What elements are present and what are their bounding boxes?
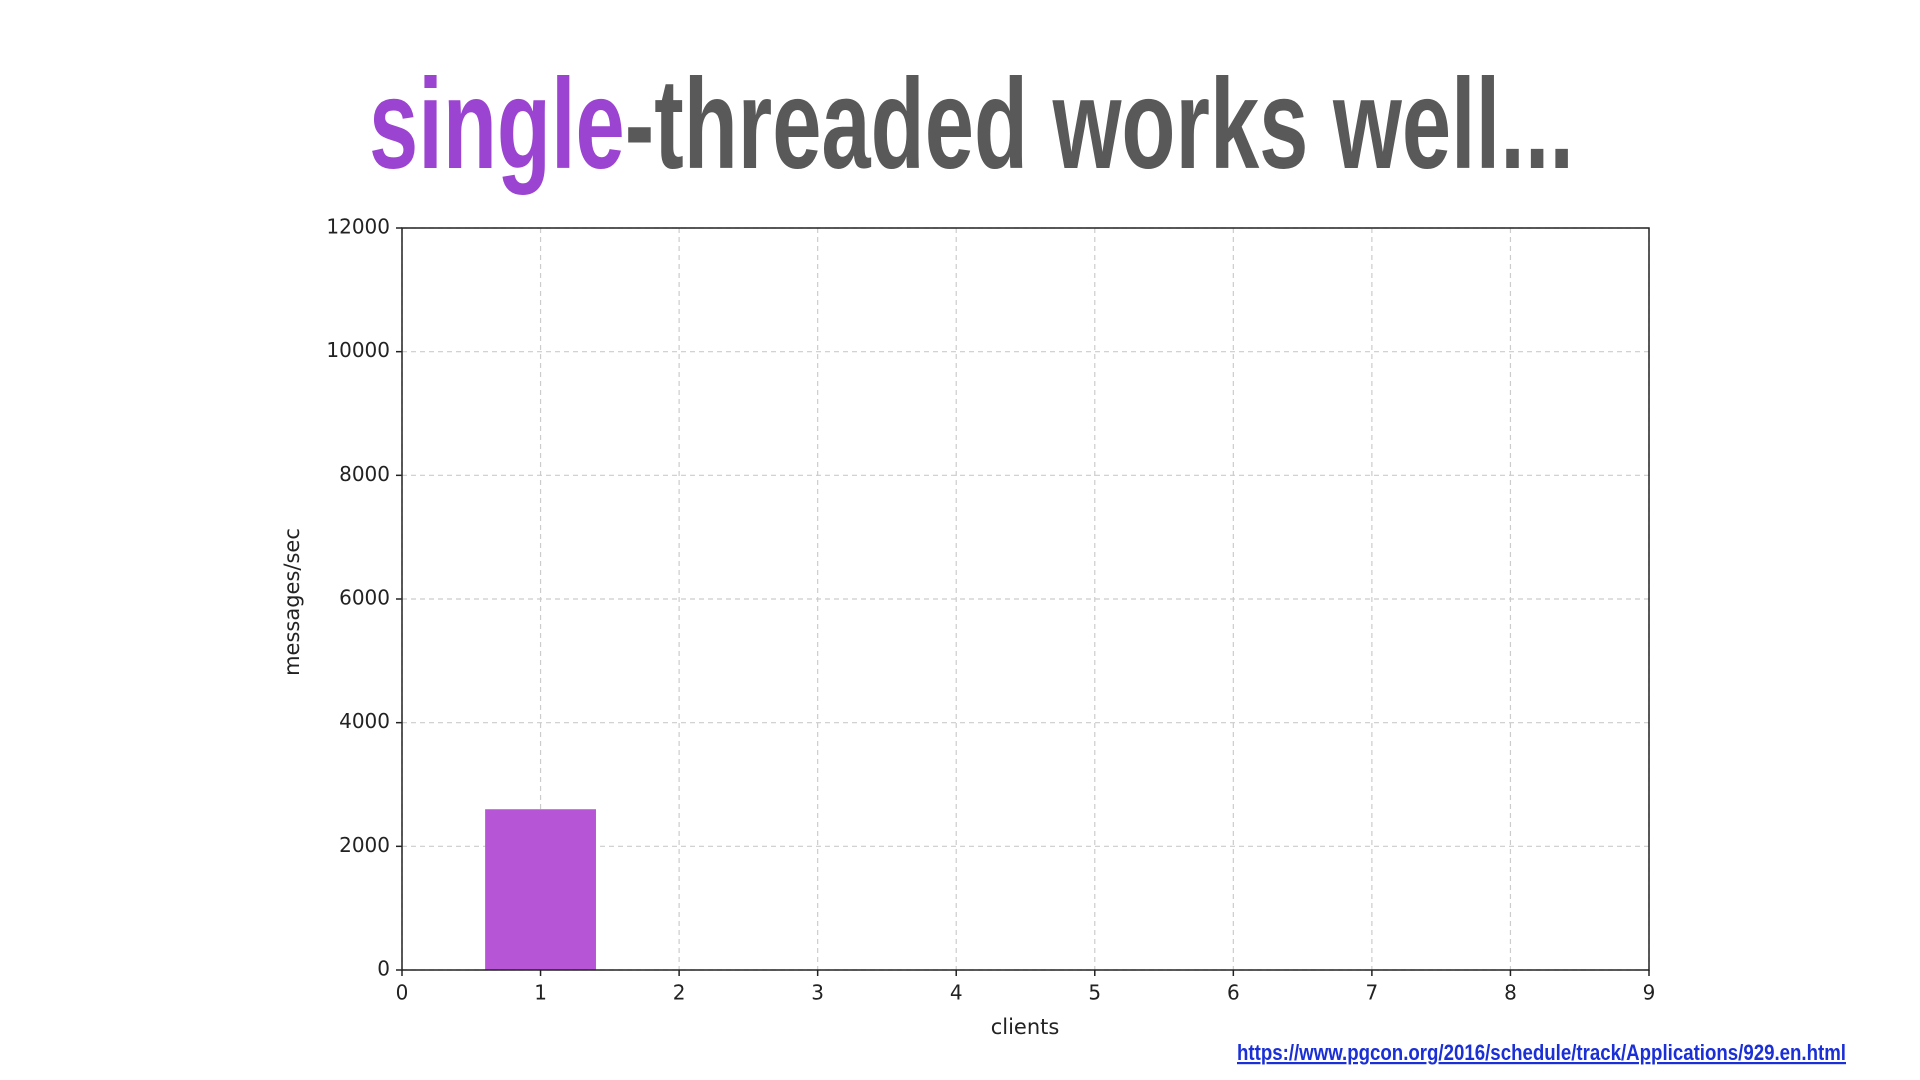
x-tick-label: 6 xyxy=(1227,981,1240,1005)
y-tick-label: 0 xyxy=(377,957,390,981)
x-tick-label: 9 xyxy=(1643,981,1656,1005)
y-tick-label: 10000 xyxy=(326,338,390,362)
x-axis-label: clients xyxy=(991,1015,1060,1039)
x-tick-label: 0 xyxy=(396,981,409,1005)
plot-frame xyxy=(401,227,1650,971)
x-tick-label: 5 xyxy=(1088,981,1101,1005)
title-rest: -threaded works well... xyxy=(625,53,1574,196)
x-tick-label: 2 xyxy=(673,981,686,1005)
source-link[interactable]: https://www.pgcon.org/2016/schedule/trac… xyxy=(1237,1040,1846,1065)
y-tick-label: 8000 xyxy=(339,462,390,486)
y-tick-label: 4000 xyxy=(339,709,390,733)
slide-title: single-threaded works well... xyxy=(369,53,1574,196)
x-tick-label: 8 xyxy=(1504,981,1517,1005)
x-tick-label: 4 xyxy=(950,981,963,1005)
x-tick-label: 3 xyxy=(811,981,824,1005)
y-axis-label: messages/sec xyxy=(280,528,304,676)
bar xyxy=(485,809,596,970)
y-tick-label: 6000 xyxy=(339,586,390,610)
x-tick-label: 1 xyxy=(534,981,547,1005)
y-tick-label: 12000 xyxy=(326,215,390,239)
title-highlight: single xyxy=(369,53,625,196)
plot-area: 0 2000 4000 6000 8000 10000 12000 0 1 2 3 4 5 6 7 8 9 xyxy=(326,215,1655,1005)
y-tick-label: 2000 xyxy=(339,833,390,857)
x-tick-label: 7 xyxy=(1366,981,1379,1005)
